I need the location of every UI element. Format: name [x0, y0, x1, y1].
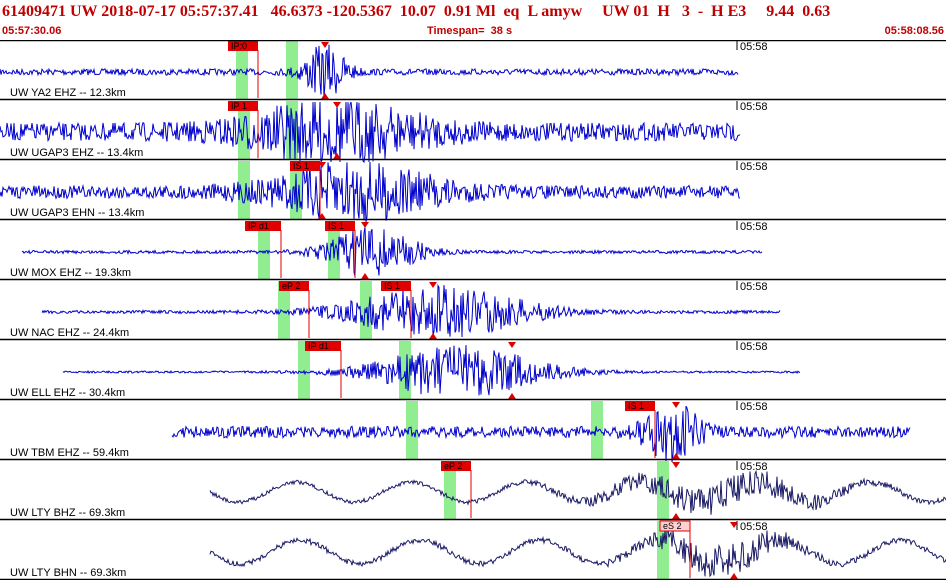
amplitude-marker-down: [321, 42, 329, 48]
phase-pick-marker[interactable]: [228, 41, 258, 51]
channel-label: UW ELL EHZ -- 30.4km: [10, 387, 125, 399]
amplitude-marker-up: [730, 573, 738, 579]
waveform-trace: [0, 161, 741, 223]
trace-row[interactable]: 05:58 IS 1 UW TBM EHZ -- 59.4km: [0, 401, 946, 463]
waveform-trace: [0, 101, 741, 164]
phase-pick-label: IP 1: [231, 101, 247, 111]
channel-label: UW LTY BHN -- 69.3km: [10, 567, 126, 579]
phase-pick-label: IS 1: [628, 401, 644, 411]
waveform-trace: [0, 44, 739, 99]
time-tick-label: 05:58: [740, 401, 768, 413]
pick-window-highlight: [278, 281, 290, 340]
trace-row[interactable]: 05:58 eP 2 UW LTY BHZ -- 69.3km: [0, 461, 946, 521]
time-tick-label: 05:58: [740, 101, 768, 113]
phase-pick-label: eP 2: [444, 461, 462, 471]
phase-pick-label: IP d1: [248, 221, 269, 231]
amplitude-marker-down: [508, 342, 516, 348]
waveform-trace: [171, 405, 911, 463]
channel-label: UW MOX EHZ -- 19.3km: [10, 267, 131, 279]
phase-pick-marker[interactable]: [245, 221, 281, 231]
event-header: 61409471 UW 2018-07-17 05:57:37.41 46.63…: [0, 0, 946, 40]
amplitude-marker-down: [318, 162, 326, 168]
time-tick-label: 05:58: [740, 281, 768, 293]
time-tick-label: 05:58: [740, 341, 768, 353]
waveform-trace: [62, 345, 801, 396]
amplitude-marker-down: [429, 282, 437, 288]
amplitude-marker-down: [730, 522, 738, 528]
trace-row[interactable]: 05:58 eS 2 UW LTY BHN -- 69.3km: [0, 520, 946, 580]
amplitude-marker-down: [672, 462, 680, 468]
pick-window-highlight: [238, 101, 250, 160]
trace-row[interactable]: 05:58 IP d1 UW ELL EHZ -- 30.4km: [0, 341, 946, 401]
channel-label: UW UGAP3 EHN -- 13.4km: [10, 207, 144, 219]
timespan-label: Timespan= 38 s: [427, 25, 513, 37]
phase-pick-label: IP:0: [231, 41, 247, 51]
amplitude-marker-down: [672, 402, 680, 408]
pick-window-highlight: [238, 161, 250, 220]
time-tick-label: 05:58: [740, 461, 768, 473]
phase-pick-marker[interactable]: [325, 221, 355, 231]
phase-pick-marker[interactable]: [228, 101, 258, 111]
amplitude-marker-up: [318, 213, 326, 219]
phase-pick-label: IP d1: [308, 341, 329, 351]
pick-window-highlight: [657, 521, 669, 580]
amplitude-marker-down: [361, 222, 369, 228]
phase-pick-marker[interactable]: [659, 520, 691, 532]
phase-pick-marker[interactable]: [305, 341, 341, 351]
time-tick-label: 05:58: [740, 521, 768, 533]
pick-window-highlight: [444, 461, 456, 520]
pick-window-highlight: [286, 41, 298, 100]
amplitude-marker-up: [429, 333, 437, 339]
pick-window-highlight: [406, 401, 418, 460]
phase-pick-marker[interactable]: [381, 281, 411, 291]
phase-pick-label: eS 2: [663, 521, 682, 531]
waveform-trace: [209, 469, 946, 515]
amplitude-marker-up: [333, 153, 341, 159]
amplitude-marker-up: [508, 393, 516, 399]
amplitude-marker-up: [672, 453, 680, 459]
channel-label: UW LTY BHZ -- 69.3km: [10, 507, 125, 519]
trace-row[interactable]: 05:58 IP d1 IS 1 UW MOX EHZ -- 19.3km: [0, 221, 946, 281]
phase-pick-marker[interactable]: [290, 161, 320, 171]
time-tick-label: 05:58: [740, 161, 768, 173]
trace-row[interactable]: 05:58 IP 1 UW UGAP3 EHZ -- 13.4km: [0, 101, 946, 164]
phase-pick-label: IS 1: [384, 281, 400, 291]
trace-row[interactable]: 05:58 IP:0 UW YA2 EHZ -- 12.3km: [0, 41, 946, 101]
trace-row[interactable]: 05:58 IS 1 UW UGAP3 EHN -- 13.4km: [0, 161, 946, 223]
amplitude-marker-up: [321, 93, 329, 99]
amplitude-marker-up: [672, 513, 680, 519]
channel-label: UW TBM EHZ -- 59.4km: [10, 447, 129, 459]
waveform-trace: [209, 528, 946, 578]
time-tick-label: 05:58: [740, 221, 768, 233]
channel-label: UW YA2 EHZ -- 12.3km: [10, 87, 126, 99]
time-tick-label: 05:58: [740, 41, 768, 53]
channel-label: UW NAC EHZ -- 24.4km: [10, 327, 129, 339]
phase-pick-marker[interactable]: [625, 401, 655, 411]
seismogram-panel[interactable]: 05:58 IP:0 UW YA2 EHZ -- 12.3km 05:58 IP 1 UW…: [0, 40, 946, 580]
phase-pick-marker[interactable]: [279, 281, 309, 291]
event-summary-title: 61409471 UW 2018-07-17 05:57:37.41 46.63…: [2, 3, 831, 20]
amplitude-marker-down: [333, 102, 341, 108]
start-time-label: 05:57:30.06: [2, 25, 62, 37]
end-time-label: 05:58:08.56: [884, 25, 944, 37]
amplitude-marker-up: [361, 273, 369, 279]
phase-pick-label: IS 1: [293, 161, 309, 171]
phase-pick-label: IS 1: [328, 221, 344, 231]
phase-pick-label: eP 2: [282, 281, 300, 291]
phase-pick-marker[interactable]: [441, 461, 471, 471]
pick-window-highlight: [286, 101, 298, 160]
channel-label: UW UGAP3 EHZ -- 13.4km: [10, 147, 143, 159]
trace-row[interactable]: 05:58 eP 2 IS 1 UW NAC EHZ -- 24.4km: [0, 281, 946, 341]
waveform-trace: [21, 227, 763, 277]
